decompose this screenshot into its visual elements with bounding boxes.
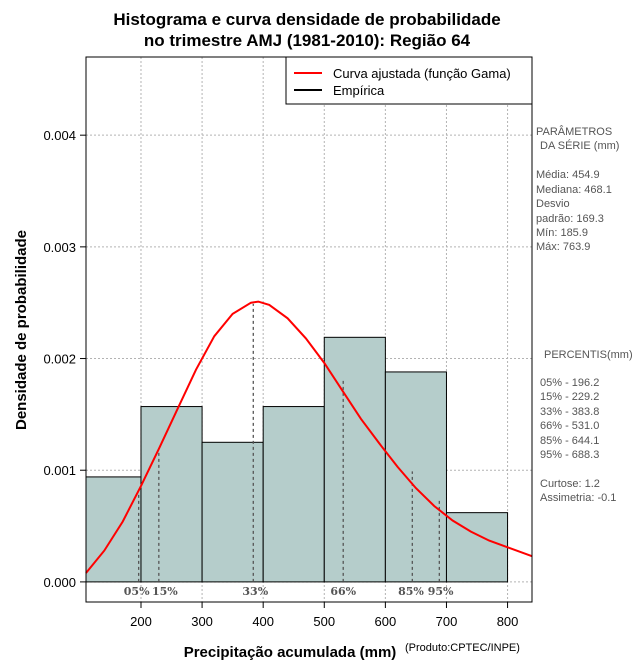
percentile-bottom-label: 15% [152, 585, 178, 598]
histogram-bar [85, 476, 142, 583]
y-axis-ticks: 0.000 0.001 0.002 0.003 0.004 [43, 128, 86, 590]
series-parameters-panel: PARÂMETROS DA SÉRIE (mm) Média: 454.9 Me… [536, 125, 619, 253]
y-tick-label: 0.000 [43, 575, 76, 590]
percentil-66: 66% - 531.0 [540, 420, 599, 432]
x-axis-ticks: 200 300 400 500 600 700 800 [130, 602, 518, 629]
x-tick-label: 300 [191, 614, 213, 629]
y-tick-label: 0.003 [43, 240, 76, 255]
legend-box [285, 56, 533, 105]
percentile-bottom-label: 05% [124, 585, 150, 598]
histogram-bar [384, 371, 447, 583]
percentil-05: 05% - 196.2 [540, 377, 599, 389]
histogram-bar [262, 406, 325, 583]
percentiles-panel: PERCENTIS(mm) 05% - 196.2 15% - 229.2 33… [540, 349, 633, 504]
param-min: Mín: 185.9 [536, 227, 588, 239]
percentis-heading: PERCENTIS(mm) [544, 349, 633, 361]
x-tick-label: 200 [130, 614, 152, 629]
chart-title-line1: Histograma e curva densidade de probabil… [113, 10, 500, 29]
y-tick-label: 0.004 [43, 128, 76, 143]
chart-title-line2: no trimestre AMJ (1981-2010): Região 64 [144, 31, 471, 50]
legend-label-empirical: Empírica [333, 83, 385, 98]
histogram-bar [445, 512, 509, 583]
gamma-density-curve [85, 300, 533, 574]
x-tick-label: 500 [313, 614, 335, 629]
histogram-bar [140, 406, 203, 583]
percentile-bottom-label: 66% [330, 585, 356, 598]
percentil-85: 85% - 644.1 [540, 435, 599, 447]
legend: Curva ajustada (função Gama) Empírica [285, 56, 533, 105]
params-heading-line2: DA SÉRIE (mm) [540, 139, 619, 152]
stat-skewness: Assimetria: -0.1 [540, 492, 616, 504]
y-axis-label: Densidade de probabilidade [13, 230, 30, 430]
percentile-bottom-label: 33% [242, 585, 268, 598]
x-tick-label: 600 [375, 614, 397, 629]
percentile-bottom-label: 85% 95% [398, 585, 454, 598]
histogram-bars [85, 336, 509, 583]
x-axis-label: Precipitação acumulada (mm) [184, 644, 397, 660]
legend-label-curve: Curva ajustada (função Gama) [333, 66, 511, 81]
param-mean: Média: 454.9 [536, 169, 600, 181]
percentil-95: 95% - 688.3 [540, 449, 599, 461]
percentile-bottom-labels: 05% 15% 33% 66% 85% 95% [124, 585, 454, 598]
x-tick-label: 700 [436, 614, 458, 629]
percentil-15: 15% - 229.2 [540, 391, 599, 403]
param-std-line1: Desvio [536, 198, 570, 210]
param-std-line2: padrão: 169.3 [536, 213, 604, 225]
percentil-33: 33% - 383.8 [540, 406, 599, 418]
product-credit: (Produto:CPTEC/INPE) [405, 642, 520, 654]
histogram-bar [201, 441, 264, 583]
params-heading-line1: PARÂMETROS [536, 125, 612, 138]
x-tick-label: 400 [252, 614, 274, 629]
y-tick-label: 0.002 [43, 352, 76, 367]
y-tick-label: 0.001 [43, 463, 76, 478]
x-tick-label: 800 [497, 614, 519, 629]
percentile-lines [138, 303, 440, 582]
param-max: Máx: 763.9 [536, 241, 590, 253]
histogram-bar [323, 336, 386, 583]
param-median: Mediana: 468.1 [536, 184, 612, 196]
stat-kurtosis: Curtose: 1.2 [540, 478, 600, 490]
grid-lines [86, 57, 532, 602]
